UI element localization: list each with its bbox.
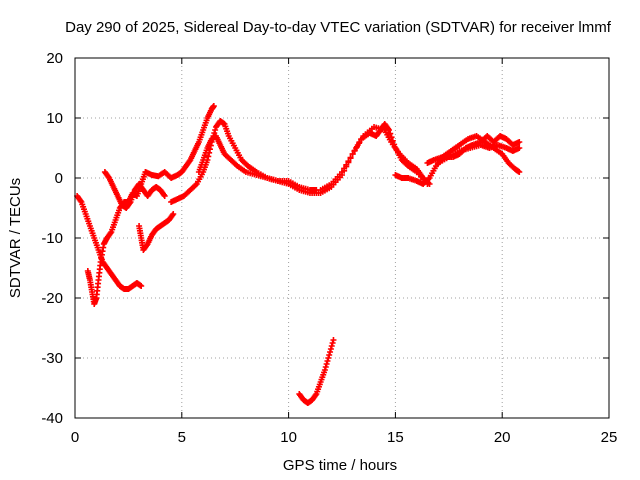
- data-point: [516, 169, 523, 175]
- x-tick-label: 15: [387, 429, 404, 446]
- data-point: [389, 137, 396, 144]
- y-tick-label: -40: [41, 410, 63, 427]
- y-tick-label: -20: [41, 290, 63, 307]
- x-tick-label: 10: [280, 429, 297, 446]
- data-point: [212, 127, 219, 133]
- data-point: [387, 130, 394, 137]
- data-point: [341, 165, 348, 172]
- series-arc-d: [136, 211, 177, 253]
- data-point: [321, 367, 328, 373]
- series-arc-b: [84, 169, 149, 307]
- data-marks: [74, 103, 523, 406]
- series-arc-a: [74, 193, 145, 292]
- data-point: [322, 364, 329, 370]
- data-point: [388, 134, 395, 141]
- y-tick-label: -30: [41, 350, 63, 367]
- data-point: [327, 349, 334, 355]
- x-tick-label: 5: [178, 429, 186, 446]
- data-point: [161, 193, 168, 199]
- data-point: [385, 127, 392, 133]
- data-point: [170, 211, 177, 217]
- y-tick-label: 10: [46, 110, 63, 127]
- series-arc-g: [195, 124, 433, 196]
- data-point: [516, 139, 523, 145]
- data-point: [516, 145, 523, 151]
- x-tick-label: 25: [601, 429, 618, 446]
- data-point: [205, 153, 212, 160]
- x-tick-label: 20: [494, 429, 511, 446]
- series-arc-j: [392, 133, 523, 187]
- grid-lines: [75, 58, 609, 418]
- data-point: [323, 361, 330, 367]
- data-point: [325, 355, 332, 361]
- y-tick-label: -10: [41, 230, 63, 247]
- y-tick-label: 0: [55, 170, 63, 187]
- data-point: [210, 103, 217, 109]
- data-point: [327, 346, 334, 352]
- series-arc-l: [435, 142, 523, 166]
- x-axis-label: GPS time / hours: [283, 457, 397, 474]
- series-arc-c: [101, 169, 168, 211]
- data-point: [328, 343, 335, 349]
- series-arc-h: [296, 337, 337, 406]
- data-point: [391, 141, 398, 148]
- data-point: [347, 154, 354, 161]
- y-axis-label: SDTVAR / TECUs: [7, 178, 24, 298]
- data-point: [330, 337, 337, 343]
- data-point: [329, 340, 336, 346]
- data-point: [339, 169, 345, 175]
- data-point: [138, 283, 145, 289]
- data-point: [324, 358, 331, 364]
- data-point: [326, 352, 333, 358]
- axis-ticks: 0 5 10 15 20 25 -40 -30 -20 -10 0 10 20: [41, 50, 617, 446]
- data-point: [343, 161, 350, 168]
- chart-title: Day 290 of 2025, Sidereal Day-to-day VTE…: [65, 19, 612, 36]
- data-point: [345, 158, 352, 165]
- series-arc-e: [142, 103, 217, 181]
- y-tick-label: 20: [46, 50, 63, 67]
- x-tick-label: 0: [71, 429, 79, 446]
